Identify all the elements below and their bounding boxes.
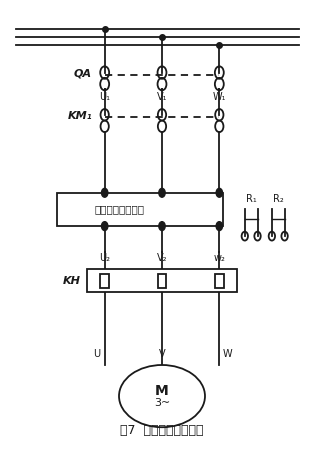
Text: w₂: w₂ bbox=[214, 253, 225, 263]
Text: V: V bbox=[159, 349, 165, 359]
Text: V₂: V₂ bbox=[157, 253, 167, 263]
Text: R₂: R₂ bbox=[273, 194, 284, 204]
Text: U₁: U₁ bbox=[99, 92, 110, 102]
Circle shape bbox=[159, 189, 165, 197]
Circle shape bbox=[101, 222, 108, 230]
Text: W: W bbox=[223, 349, 232, 359]
Bar bbox=[57, 193, 223, 226]
Circle shape bbox=[101, 189, 108, 197]
Text: U₂: U₂ bbox=[99, 253, 110, 263]
Text: 图7  不带旁路的一次图: 图7 不带旁路的一次图 bbox=[120, 424, 204, 437]
Circle shape bbox=[216, 189, 223, 197]
Text: 电动机软启动装置: 电动机软启动装置 bbox=[95, 204, 145, 215]
Text: KM₁: KM₁ bbox=[67, 111, 92, 121]
Text: 3~: 3~ bbox=[154, 398, 170, 408]
Text: M: M bbox=[155, 384, 169, 398]
Text: V₁: V₁ bbox=[157, 92, 167, 102]
Text: W₁: W₁ bbox=[213, 92, 226, 102]
Ellipse shape bbox=[119, 365, 205, 427]
Bar bbox=[157, 274, 167, 288]
Bar bbox=[100, 274, 109, 288]
Circle shape bbox=[216, 222, 223, 230]
Text: KH: KH bbox=[63, 275, 81, 286]
Text: QA: QA bbox=[74, 69, 92, 79]
Text: U: U bbox=[93, 349, 100, 359]
Text: R₁: R₁ bbox=[246, 194, 257, 204]
Circle shape bbox=[159, 222, 165, 230]
Bar bbox=[87, 270, 237, 292]
Bar bbox=[215, 274, 224, 288]
